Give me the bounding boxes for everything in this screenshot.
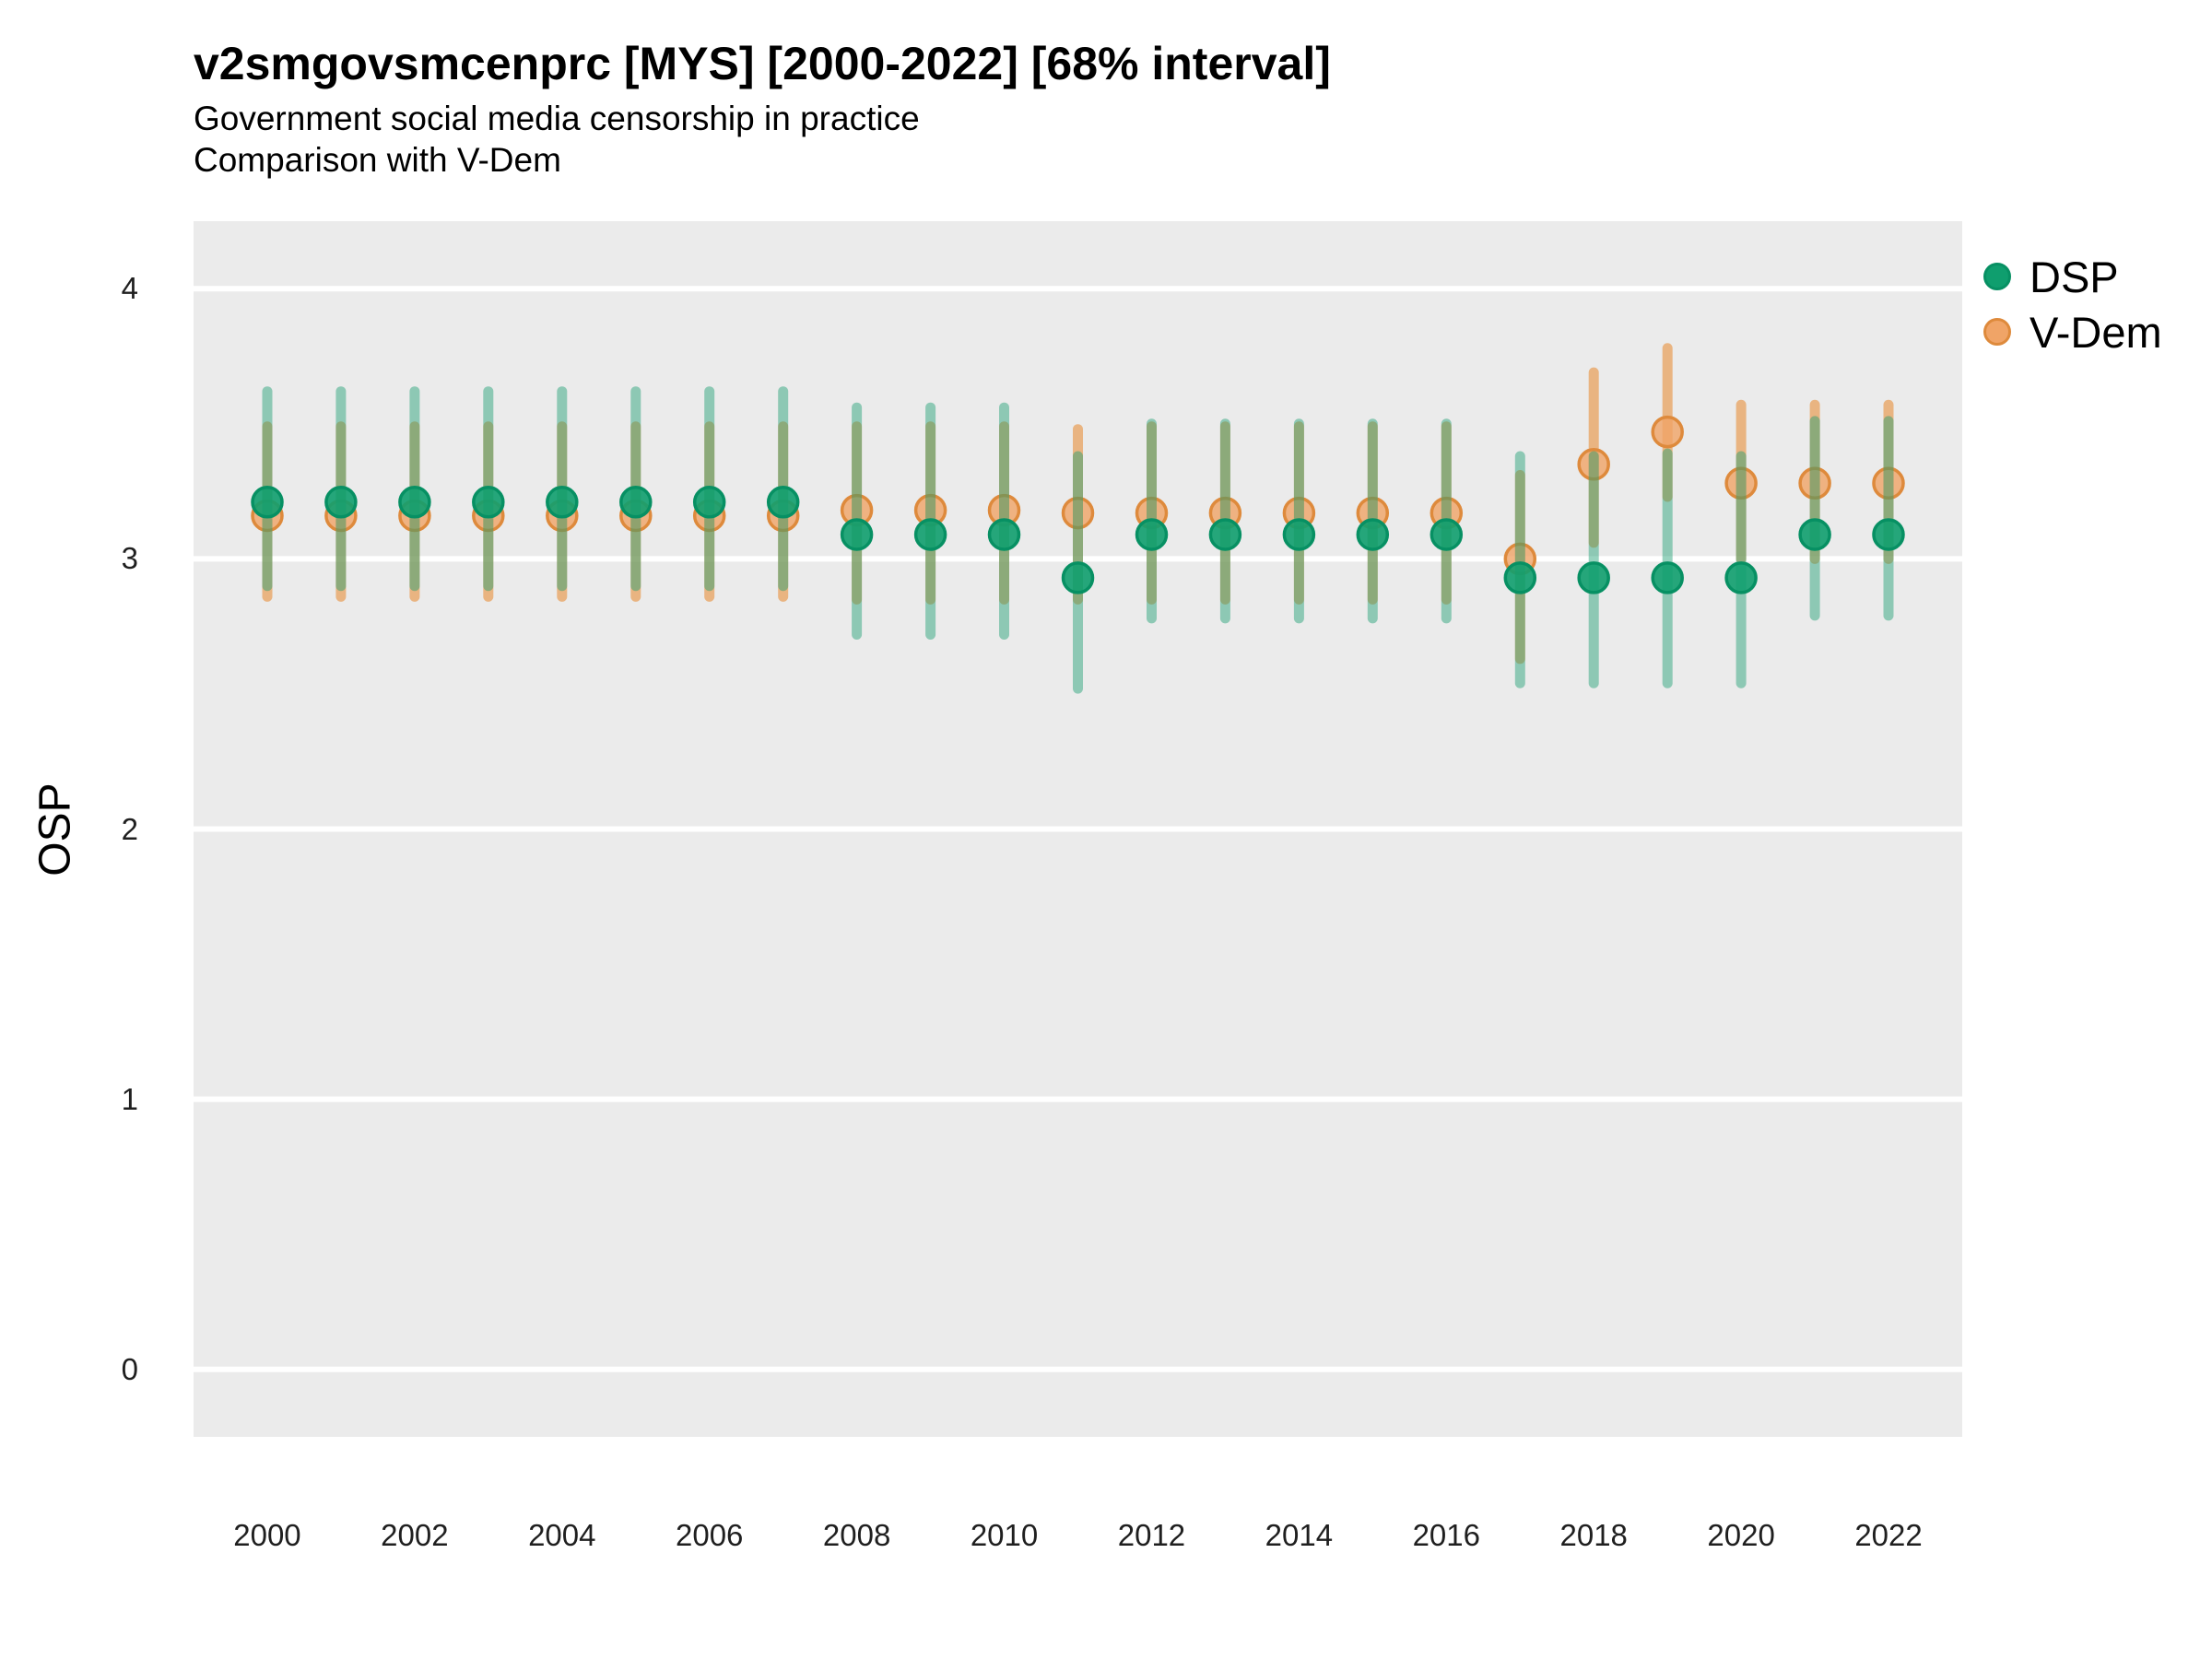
x-tick-label-2020: 2020	[1707, 1518, 1775, 1552]
y-tick-label-3: 3	[121, 541, 138, 576]
chart-subtitle-line2: Comparison with V-Dem	[194, 141, 561, 179]
point-dsp-2019	[1651, 561, 1684, 594]
point-dsp-2002	[398, 486, 431, 519]
y-tick-label-2: 2	[121, 811, 138, 846]
point-vdem-2021	[1798, 466, 1831, 500]
x-tick-label-2022: 2022	[1854, 1518, 1923, 1552]
point-dsp-2009	[913, 518, 947, 551]
point-dsp-2003	[472, 486, 505, 519]
point-dsp-2004	[546, 486, 579, 519]
x-tick-label-2000: 2000	[233, 1518, 301, 1552]
point-dsp-2008	[840, 518, 874, 551]
point-dsp-2022	[1872, 518, 1905, 551]
point-dsp-2005	[619, 486, 653, 519]
point-dsp-2011	[1061, 561, 1095, 594]
vdem-point-icon	[1983, 318, 2011, 346]
x-tick-label-2002: 2002	[381, 1518, 449, 1552]
plot-panel	[194, 221, 1962, 1437]
point-vdem-2019	[1651, 415, 1684, 449]
chart-title: v2smgovsmcenprc [MYS] [2000-2022] [68% i…	[194, 38, 1331, 89]
y-tick-label-4: 4	[121, 271, 138, 306]
point-vdem-2018	[1577, 448, 1610, 481]
point-vdem-2011	[1061, 496, 1095, 530]
legend: DSP V-Dem	[1983, 249, 2162, 359]
y-tick-label-1: 1	[121, 1081, 138, 1116]
y-tick-label-0: 0	[121, 1351, 138, 1386]
dsp-point-icon	[1983, 263, 2011, 290]
chart-subtitle-line1: Government social media censorship in pr…	[194, 100, 920, 137]
point-dsp-2015	[1356, 518, 1390, 551]
point-dsp-2000	[251, 486, 284, 519]
point-vdem-2020	[1724, 466, 1758, 500]
x-tick-label-2006: 2006	[675, 1518, 744, 1552]
point-dsp-2007	[766, 486, 800, 519]
x-tick-label-2008: 2008	[822, 1518, 891, 1552]
x-tick-label-2010: 2010	[970, 1518, 1039, 1552]
legend-entry-vdem: V-Dem	[1983, 304, 2162, 359]
point-dsp-2014	[1282, 518, 1316, 551]
point-dsp-2013	[1208, 518, 1242, 551]
x-tick-label-2004: 2004	[528, 1518, 596, 1552]
x-tick-label-2016: 2016	[1412, 1518, 1480, 1552]
point-dsp-2012	[1135, 518, 1169, 551]
point-dsp-2018	[1577, 561, 1610, 594]
point-dsp-2006	[692, 486, 726, 519]
point-vdem-2022	[1872, 466, 1905, 500]
legend-label-vdem: V-Dem	[2030, 307, 2162, 357]
x-tick-label-2014: 2014	[1265, 1518, 1334, 1552]
point-dsp-2017	[1503, 561, 1537, 594]
x-tick-label-2012: 2012	[1117, 1518, 1186, 1552]
point-dsp-2001	[324, 486, 358, 519]
legend-entry-dsp: DSP	[1983, 249, 2162, 304]
point-dsp-2010	[987, 518, 1021, 551]
plot-svg	[194, 286, 1962, 1372]
point-dsp-2020	[1724, 561, 1758, 594]
x-tick-label-2018: 2018	[1559, 1518, 1628, 1552]
legend-label-dsp: DSP	[2030, 252, 2119, 301]
point-dsp-2016	[1430, 518, 1464, 551]
point-dsp-2021	[1798, 518, 1831, 551]
